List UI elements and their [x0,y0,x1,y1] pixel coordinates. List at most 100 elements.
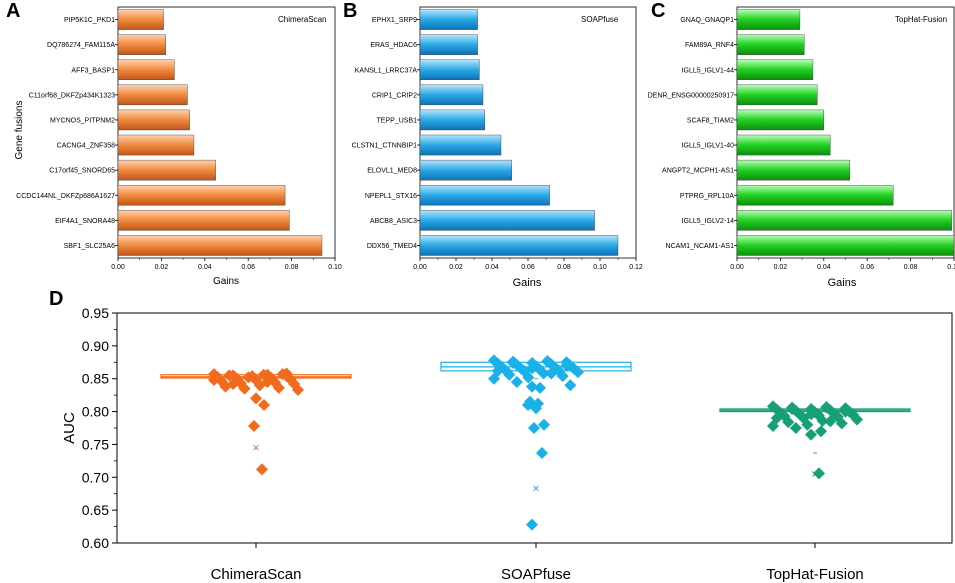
bar [736,134,831,156]
data-point [782,416,795,429]
panel-letter-c: C [651,0,665,22]
data-point [292,383,304,396]
bar [419,134,502,156]
category-label: SCAF8_TIAM2 [687,117,734,124]
data-point [510,376,523,388]
data-point [248,420,260,433]
y-tick-label: 0.95 [82,305,109,321]
x-tick-label: 0.00 [111,264,125,271]
data-point [261,376,274,388]
bar [117,185,286,206]
category-label: PIP5K1C_PKD1 [64,17,115,24]
panel-c-tophat-fusion: C TopHat-Fusion Gains GNAQ_GNAQP1 FAM89A_… [648,0,955,289]
data-point [536,446,548,459]
data-point [272,381,285,394]
bar [419,185,550,206]
panel-d-auc: D AUC 0.60 0.65 0.70 0.75 0.80 0.85 0.90 0.95 Ch… [49,288,953,583]
bar [117,59,175,80]
y-tick-label: 0.65 [82,502,109,518]
x-tick-label: 0.00 [413,264,427,271]
panel-letter-a: A [6,0,20,22]
category-label: IGLL5_IGLV2-14 [682,218,735,225]
x-tick-label: 0.08 [904,264,918,271]
data-point [560,359,573,372]
data-point [280,367,293,380]
category-label: ERAS_HDAC6 [370,42,417,49]
data-point [223,369,236,382]
x-tick-label: 0.08 [285,264,299,271]
data-point [258,399,270,411]
category-label: NPEPL1_STX16 [365,193,417,200]
x-tick-label: 0.06 [241,264,255,271]
x-axis-title: Gains [828,277,857,289]
category-label: MYCNOS_PITPNM2 [50,117,115,124]
data-point [534,381,546,394]
data-point [801,418,814,431]
bar [117,159,216,181]
data-point [564,379,577,392]
data-point [208,374,220,387]
data-point [786,402,799,415]
bar [736,34,805,55]
data-point [805,428,817,441]
mean-marker [533,485,539,492]
category-label: DENR_ENSG00000250917 [648,92,734,99]
data-point [835,417,848,430]
data-point [250,392,262,405]
bar [736,235,955,256]
x-tick-label: 0.02 [449,264,463,271]
data-point [530,402,542,415]
bar [736,84,818,106]
x-tick-label: 0.10 [593,264,607,271]
y-tick-label: 0.80 [82,404,109,420]
category-label: FAM89A_RNF4 [685,42,734,49]
data-point [813,467,825,480]
x-tick-label: 0.04 [198,264,212,271]
category-label: CACNG4_ZNF358 [57,143,115,150]
data-point [824,415,837,428]
category-label: ABCB8_ASIC3 [370,218,417,225]
category-label: PTPRG_RPL10A [680,193,734,200]
category-label: DQ786274_FAM115A [47,42,115,49]
bar [736,109,825,131]
x-tick-label: 0.06 [860,264,874,271]
bar [419,109,486,131]
bar [117,134,195,156]
data-point [526,518,538,531]
bar [419,84,484,106]
chart-title: SOAPfuse [581,15,619,24]
category-label: IGLL5_IGLV1-44 [682,67,735,74]
data-point [816,414,829,427]
data-point [541,355,554,368]
y-tick-label: 0.75 [82,436,109,452]
data-point [526,362,539,375]
data-point [545,367,558,380]
bar [736,210,953,231]
category-label: TEPP_USB1 [377,117,418,124]
x-tick-label: 0.02 [155,264,169,271]
y-axis-title: AUC [61,412,78,444]
data-point [556,370,569,383]
x-axis-title: Gains [513,277,542,289]
x-category-label: SOAPfuse [501,566,571,583]
bar [736,185,894,206]
category-label: SBF1_SLC25A6 [64,243,115,250]
data-point [246,370,259,383]
category-label: IGLL5_IGLV1-40 [682,143,735,150]
category-label: C11orf68_DKFZp434K1323 [29,92,115,99]
data-point [815,425,827,438]
mean-marker [812,471,818,477]
category-label: DDX56_TMED4 [367,243,417,250]
x-category-label: ChimeraScan [211,566,302,583]
category-label: GNAQ_GNAQP1 [680,17,734,24]
data-point [572,366,584,379]
panel-b-soapfuse: B SOAPfuse Gains EPHX1_SRP9 ERAS_HDAC6 KAN… [343,0,643,289]
x-axis-title: Gains [213,276,239,287]
y-tick-label: 0.85 [82,371,109,387]
data-point [537,367,550,380]
x-tick-label: 0.10 [328,264,342,271]
bar [117,84,188,106]
chart-title: TopHat-Fusion [895,15,947,24]
category-label: CCDC144NL_DKFZp686A1627 [16,193,115,200]
data-point [227,377,240,390]
